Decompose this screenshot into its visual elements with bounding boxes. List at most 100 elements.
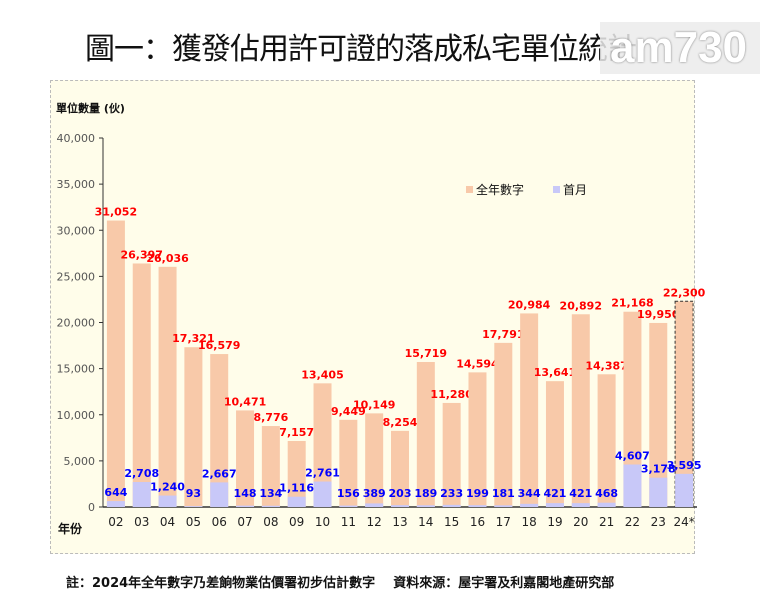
x-tick-label: 23 (651, 515, 666, 529)
bar-total (184, 347, 203, 507)
bar-first-month (494, 505, 513, 507)
y-tick-label: 0 (88, 501, 95, 514)
bar-total (623, 311, 642, 507)
x-tick-label: 08 (263, 515, 278, 529)
bar-first-month (106, 501, 125, 507)
total-data-label: 31,052 (95, 206, 137, 219)
bar-first-month (571, 503, 590, 507)
bar-first-month (184, 506, 203, 507)
total-data-label: 10,149 (353, 398, 395, 411)
first-month-data-label: 3,595 (667, 459, 702, 472)
total-data-label: 17,321 (172, 332, 214, 345)
bar-first-month (520, 503, 539, 507)
first-month-data-label: 1,240 (150, 481, 185, 494)
bar-total (494, 342, 513, 507)
total-data-label: 15,719 (405, 347, 447, 360)
bar-first-month (391, 505, 409, 507)
legend-label-total: 全年數字 (476, 182, 524, 197)
x-tick-label: 16 (470, 515, 485, 529)
legend-swatch-total (466, 186, 473, 193)
x-tick-label: 20 (573, 515, 588, 529)
bar-total (210, 354, 229, 507)
first-month-data-label: 2,761 (305, 467, 340, 480)
total-data-label: 22,300 (663, 286, 706, 299)
first-month-data-label: 421 (569, 487, 592, 500)
first-month-data-label: 644 (104, 486, 127, 499)
bar-first-month (649, 477, 668, 507)
total-data-label: 14,387 (585, 359, 627, 372)
bar-first-month (597, 502, 616, 507)
first-month-data-label: 199 (466, 487, 489, 500)
x-tick-label: 05 (186, 515, 201, 529)
bar-total (416, 361, 435, 507)
x-tick-label: 22 (625, 515, 640, 529)
x-tick-label: 03 (134, 515, 149, 529)
bar-total (106, 220, 125, 508)
bar-total (442, 402, 461, 507)
x-tick-label: 02 (108, 515, 123, 529)
bar-total (597, 374, 616, 507)
total-data-label: 8,254 (383, 416, 418, 429)
total-data-label: 7,157 (279, 426, 314, 439)
first-month-data-label: 468 (595, 487, 618, 500)
first-month-data-label: 344 (518, 487, 541, 500)
first-month-data-label: 148 (234, 487, 257, 500)
total-data-label: 20,984 (508, 298, 551, 311)
first-month-data-label: 1,116 (279, 482, 314, 495)
first-month-data-label: 156 (337, 487, 360, 500)
x-tick-label: 06 (212, 515, 227, 529)
x-tick-label: 13 (392, 515, 407, 529)
x-tick-label: 14 (418, 515, 433, 529)
bar-first-month (236, 505, 255, 507)
x-axis-title: 年份 (58, 521, 83, 536)
bar-first-month (313, 481, 332, 507)
y-tick-label: 40,000 (57, 132, 96, 145)
x-tick-label: 10 (315, 515, 330, 529)
bar-total (571, 314, 590, 507)
first-month-data-label: 2,667 (202, 467, 237, 480)
legend-swatch-first-month (553, 186, 560, 193)
x-tick-label: 17 (496, 515, 511, 529)
x-tick-label: 07 (237, 515, 252, 529)
am730-logo: am730 (600, 22, 760, 74)
total-data-label: 10,471 (224, 395, 266, 408)
bar-total (287, 440, 306, 507)
y-axis-title: 單位數量 (伙) (56, 101, 125, 115)
bar-total (313, 383, 332, 507)
first-month-data-label: 3,178 (641, 463, 676, 476)
chart-title: 圖一：獲發佔用許可證的落成私宅單位統計 (85, 32, 637, 67)
x-tick-label: 04 (160, 515, 175, 529)
y-tick-label: 20,000 (57, 317, 96, 330)
total-data-label: 26,036 (146, 252, 189, 265)
footnote: 註：2024年全年數字乃差餉物業估價署初步估計數字 資料來源：屋宇署及利嘉閣地產研… (66, 572, 614, 591)
total-data-label: 19,950 (637, 308, 680, 321)
x-tick-label: 15 (444, 515, 459, 529)
total-data-label: 13,405 (301, 368, 343, 381)
first-month-data-label: 203 (389, 487, 412, 500)
bar-first-month (210, 482, 229, 507)
first-month-data-label: 4,607 (615, 450, 650, 463)
bar-first-month (158, 495, 177, 507)
bar-first-month (287, 496, 306, 507)
x-tick-label: 19 (547, 515, 562, 529)
x-tick-label: 11 (341, 515, 356, 529)
bar-total (545, 381, 564, 507)
bar-total (132, 263, 151, 507)
source-text: 資料來源：屋宇署及利嘉閣地產研究部 (393, 576, 615, 591)
x-tick-label: 18 (521, 515, 536, 529)
bar-first-month (675, 473, 694, 507)
total-data-label: 17,791 (482, 328, 524, 341)
first-month-data-label: 2,708 (124, 467, 159, 480)
bar-first-month (339, 505, 358, 507)
bar-first-month (132, 482, 151, 507)
first-month-data-label: 389 (363, 487, 386, 500)
bar-first-month (442, 504, 461, 507)
bar-total (158, 266, 177, 507)
total-data-label: 16,579 (198, 339, 240, 352)
bar-first-month (545, 503, 564, 507)
total-data-label: 8,776 (253, 411, 288, 424)
y-tick-label: 35,000 (57, 178, 96, 191)
bar-total (520, 313, 539, 507)
total-data-label: 14,594 (456, 357, 499, 370)
